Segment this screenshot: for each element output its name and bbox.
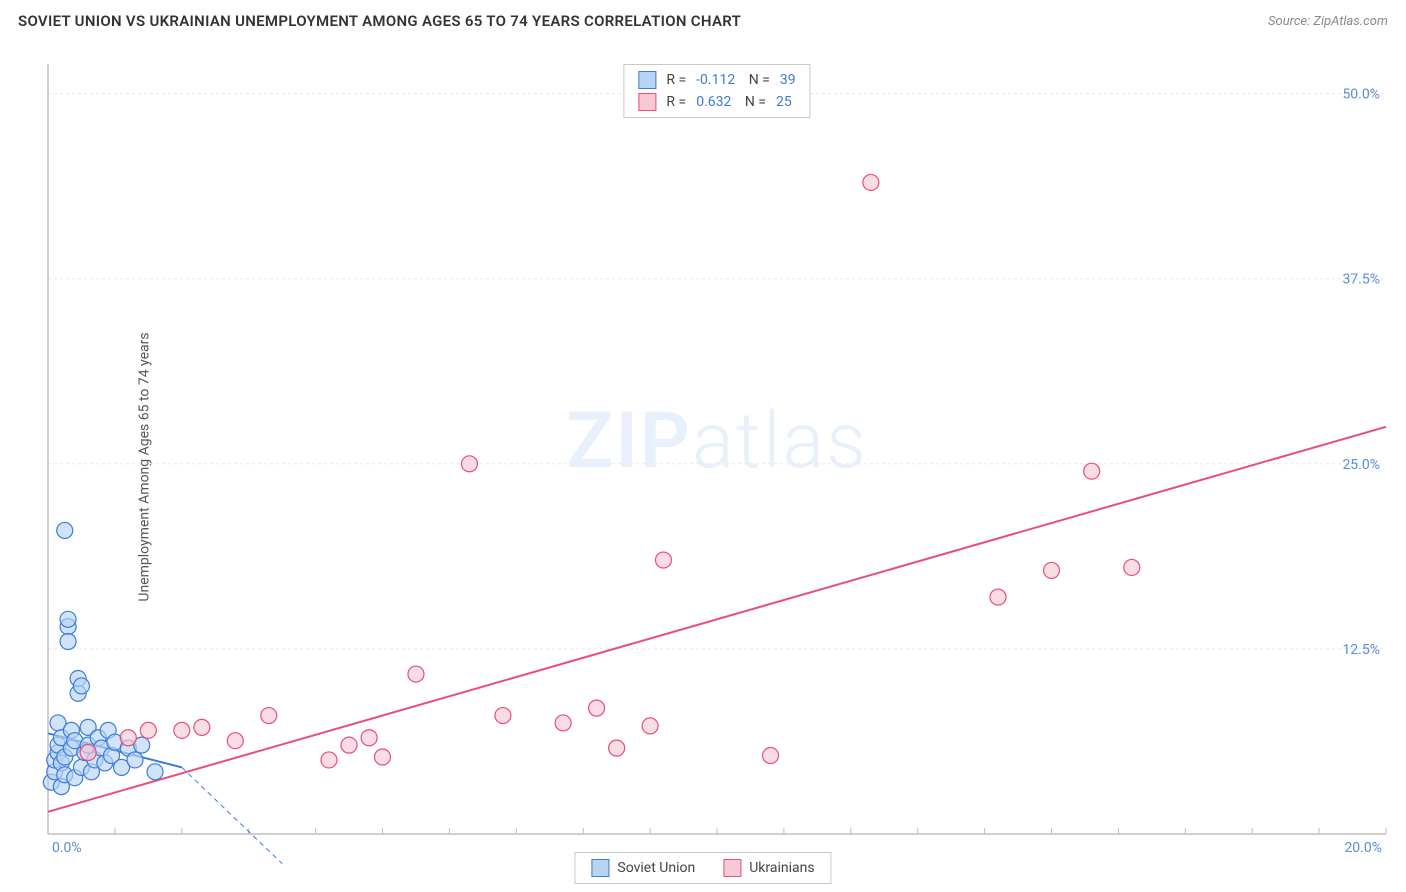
legend-label-soviet: Soviet Union — [617, 860, 695, 876]
swatch-soviet — [638, 71, 656, 89]
scatter-svg: 12.5%25.0%37.5%50.0%0.0%20.0% — [48, 64, 1386, 834]
stat-n-ukrainian: 25 — [776, 94, 792, 110]
chart-title: SOVIET UNION VS UKRAINIAN UNEMPLOYMENT A… — [18, 12, 741, 30]
svg-text:50.0%: 50.0% — [1342, 87, 1380, 103]
svg-text:25.0%: 25.0% — [1342, 457, 1380, 473]
stats-row-ukrainian: R = 0.632 N = 25 — [624, 91, 809, 113]
stat-r-soviet: -0.112 — [696, 72, 735, 88]
svg-text:37.5%: 37.5% — [1342, 272, 1380, 288]
swatch-ukrainian — [638, 93, 656, 111]
stat-label-n: N = — [745, 72, 770, 88]
series-legend: Soviet Union Ukrainians — [574, 852, 831, 884]
svg-text:12.5%: 12.5% — [1342, 642, 1380, 658]
plot-area: ZIPatlas 12.5%25.0%37.5%50.0%0.0%20.0% R… — [48, 64, 1386, 834]
legend-swatch-ukrainian — [723, 859, 741, 877]
svg-text:0.0%: 0.0% — [52, 840, 82, 856]
stat-label-n: N = — [741, 94, 766, 110]
stat-n-soviet: 39 — [780, 72, 796, 88]
stat-label-r: R = — [666, 94, 686, 110]
stat-r-ukrainian: 0.632 — [696, 94, 731, 110]
stats-row-soviet: R = -0.112 N = 39 — [624, 69, 809, 91]
legend-item-ukrainian: Ukrainians — [723, 859, 814, 877]
svg-text:20.0%: 20.0% — [1344, 840, 1382, 856]
chart-header: SOVIET UNION VS UKRAINIAN UNEMPLOYMENT A… — [0, 0, 1406, 42]
stats-legend-box: R = -0.112 N = 39 R = 0.632 N = 25 — [623, 64, 810, 118]
legend-label-ukrainian: Ukrainians — [749, 860, 814, 876]
stat-label-r: R = — [666, 72, 686, 88]
source-label: Source: ZipAtlas.com — [1268, 14, 1388, 29]
legend-item-soviet: Soviet Union — [591, 859, 695, 877]
legend-swatch-soviet — [591, 859, 609, 877]
chart-container: Unemployment Among Ages 65 to 74 years Z… — [0, 42, 1406, 892]
